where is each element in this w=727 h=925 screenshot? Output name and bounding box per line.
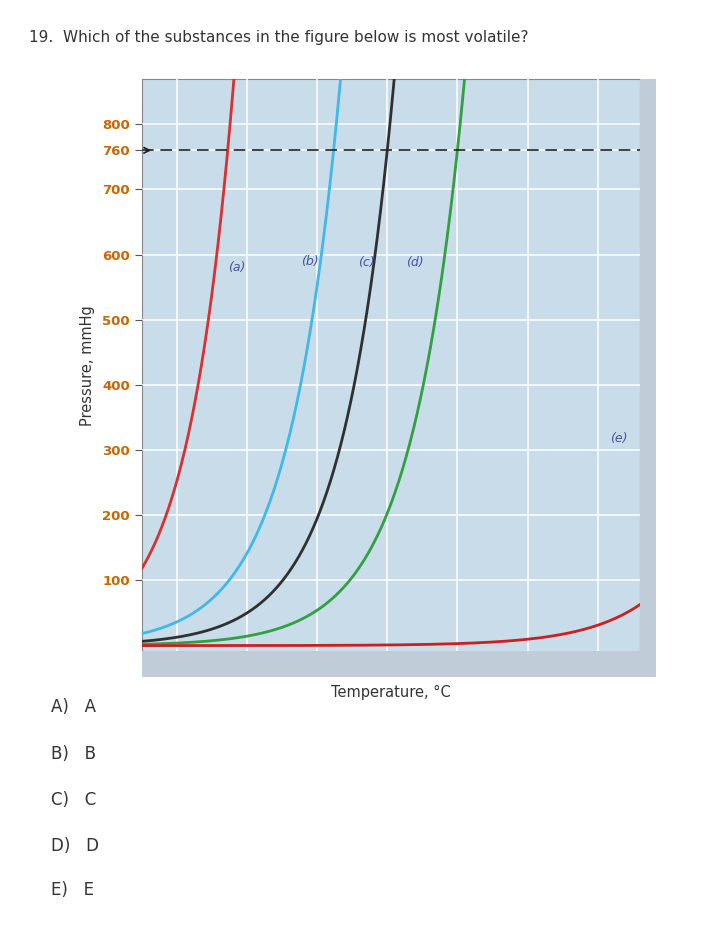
Text: C)   C: C) C [51, 791, 96, 808]
Text: D)   D: D) D [51, 837, 99, 855]
Text: B)   B: B) B [51, 745, 96, 762]
Text: 19.  Which of the substances in the figure below is most volatile?: 19. Which of the substances in the figur… [29, 30, 529, 44]
Text: (e): (e) [610, 432, 627, 445]
Text: (b): (b) [301, 254, 319, 267]
Text: (a): (a) [228, 261, 245, 274]
Text: A)   A: A) A [51, 698, 96, 716]
Text: E)   E: E) E [51, 881, 94, 898]
Text: (d): (d) [406, 256, 424, 269]
Text: (c): (c) [358, 256, 374, 269]
X-axis label: Temperature, °C: Temperature, °C [331, 685, 451, 700]
Y-axis label: Pressure, mmHg: Pressure, mmHg [80, 305, 95, 426]
